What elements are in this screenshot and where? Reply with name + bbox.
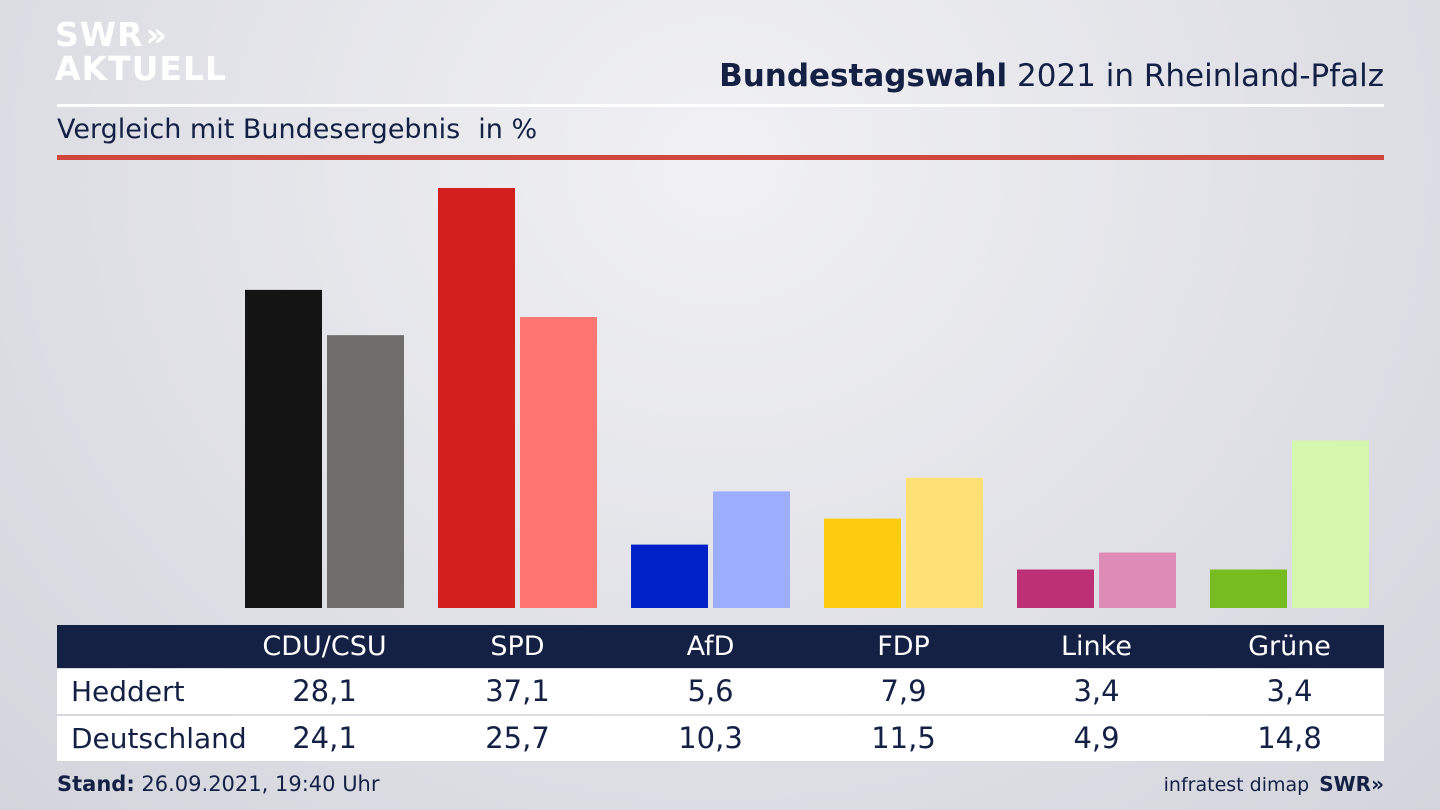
chart-title: Bundestagswahl 2021 in Rheinland-Pfalz bbox=[719, 58, 1384, 94]
category-label-gr-ne: Grüne bbox=[1248, 631, 1331, 662]
bar-linke-deutschland bbox=[1099, 552, 1176, 608]
stand-value: 26.09.2021, 19:40 Uhr bbox=[141, 772, 380, 796]
table-row-heddert: Heddert 28,1 37,1 5,6 7,9 3,4 3,4 bbox=[57, 669, 1384, 714]
value-afd-heddert: 5,6 bbox=[687, 674, 734, 708]
footer-brand: SWR bbox=[1319, 772, 1372, 796]
logo-line2: AKTUELL bbox=[55, 49, 228, 88]
bar-gr-ne-deutschland bbox=[1292, 440, 1369, 608]
title-divider bbox=[57, 104, 1384, 107]
value-linke-deutschland: 4,9 bbox=[1073, 721, 1120, 755]
category-label-fdp: FDP bbox=[877, 631, 930, 662]
chart-subtitle: Vergleich mit Bundesergebnis in % bbox=[57, 114, 537, 145]
unit-label: in % bbox=[478, 114, 538, 145]
value-cdu-csu-heddert: 28,1 bbox=[292, 674, 357, 708]
chart-title-rest: 2021 in Rheinland-Pfalz bbox=[1017, 58, 1384, 94]
value-gr-ne-heddert: 3,4 bbox=[1266, 674, 1313, 708]
value-fdp-heddert: 7,9 bbox=[880, 674, 927, 708]
bar-cdu-csu-heddert bbox=[245, 289, 322, 608]
source-label: infratest dimap bbox=[1163, 774, 1310, 796]
value-spd-deutschland: 25,7 bbox=[485, 721, 550, 755]
bar-fdp-heddert bbox=[824, 518, 901, 608]
bar-fdp-deutschland bbox=[906, 477, 983, 608]
logo-line1: SWR bbox=[55, 15, 144, 54]
category-label-afd: AfD bbox=[686, 631, 735, 662]
row-label-deutschland: Deutschland bbox=[71, 722, 247, 755]
category-label-linke: Linke bbox=[1061, 631, 1132, 662]
value-gr-ne-deutschland: 14,8 bbox=[1257, 721, 1322, 755]
value-cdu-csu-deutschland: 24,1 bbox=[292, 721, 357, 755]
chart-title-bold: Bundestagswahl bbox=[719, 58, 1008, 94]
swr-aktuell-logo: SWR» AKTUELL bbox=[55, 18, 227, 86]
table-row-deutschland: Deutschland 24,1 25,7 10,3 11,5 4,9 14,8 bbox=[57, 716, 1384, 761]
bar-spd-heddert bbox=[438, 188, 515, 608]
bar-linke-heddert bbox=[1017, 569, 1094, 608]
value-spd-heddert: 37,1 bbox=[485, 674, 550, 708]
stand-label: Stand: bbox=[57, 772, 135, 796]
footer-arrows-icon: » bbox=[1371, 772, 1384, 796]
table-header: CDU/CSU SPD AfD FDP Linke Grüne bbox=[57, 625, 1384, 668]
value-linke-heddert: 3,4 bbox=[1073, 674, 1120, 708]
subtitle-divider bbox=[57, 155, 1384, 160]
footer-swr-logo: SWR» bbox=[1319, 772, 1384, 796]
footer-source: infratest dimap SWR» bbox=[1164, 772, 1384, 796]
bar-afd-heddert bbox=[631, 544, 708, 608]
subtitle-text: Vergleich mit Bundesergebnis bbox=[57, 114, 461, 145]
bar-spd-deutschland bbox=[520, 317, 597, 608]
bar-cdu-csu-deutschland bbox=[327, 335, 404, 608]
footer-timestamp: Stand: 26.09.2021, 19:40 Uhr bbox=[57, 772, 380, 796]
value-afd-deutschland: 10,3 bbox=[678, 721, 743, 755]
bar-afd-deutschland bbox=[713, 491, 790, 608]
bar-gr-ne-heddert bbox=[1210, 569, 1287, 608]
value-fdp-deutschland: 11,5 bbox=[871, 721, 936, 755]
category-label-cdu-csu: CDU/CSU bbox=[262, 631, 387, 662]
category-label-spd: SPD bbox=[490, 631, 545, 662]
row-label-heddert: Heddert bbox=[71, 675, 185, 708]
